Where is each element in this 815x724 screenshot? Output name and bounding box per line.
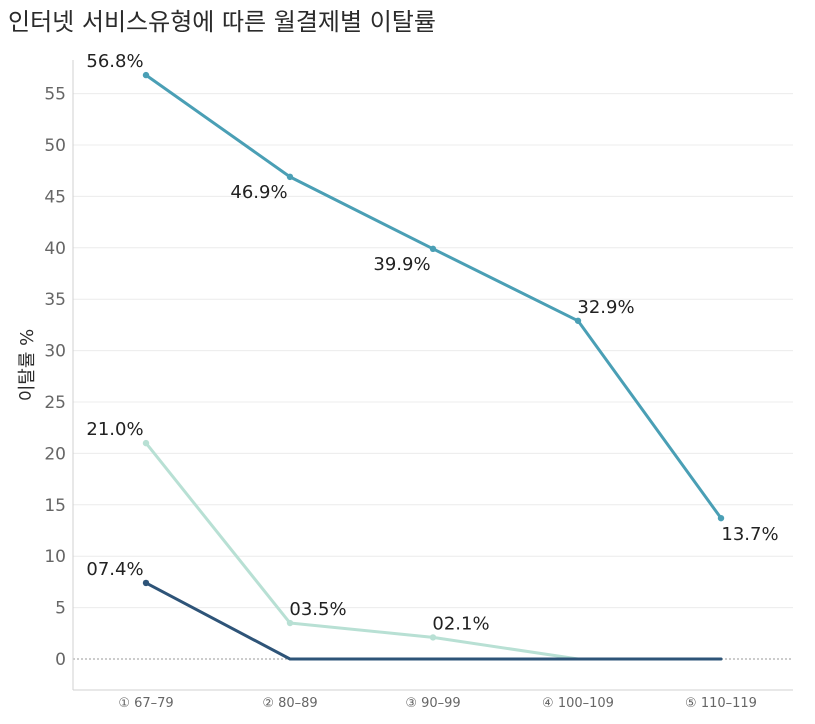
y-tick-label: 45 (44, 187, 66, 207)
data-label: 13.7% (721, 524, 778, 545)
data-point (429, 245, 437, 253)
series-line-3 (144, 581, 723, 661)
data-point (286, 619, 294, 627)
data-label: 56.8% (86, 51, 143, 72)
data-label: 46.9% (230, 182, 287, 203)
y-tick-label: 5 (55, 599, 66, 619)
data-label: 39.9% (373, 254, 430, 275)
y-axis-label: 이탈률 % (17, 329, 38, 402)
y-tick-label: 35 (44, 290, 66, 310)
x-tick-label: ① 67–79 (118, 696, 173, 711)
x-tick-label: ③ 90–99 (405, 696, 460, 711)
data-point (429, 634, 437, 641)
y-tick-label: 20 (44, 444, 66, 464)
y-tick-label: 10 (44, 547, 66, 567)
data-point (574, 317, 582, 324)
x-tick-label: ④ 100–109 (542, 696, 614, 711)
chart-title: 인터넷 서비스유형에 따른 월결제별 이탈률 (8, 8, 436, 36)
y-tick-label: 0 (55, 650, 66, 670)
y-tick-label: 30 (44, 342, 66, 362)
data-point (286, 173, 294, 181)
y-tick-label: 25 (44, 393, 66, 413)
data-label: 21.0% (86, 419, 143, 440)
y-tick-label: 50 (44, 136, 66, 156)
data-label: 02.1% (432, 613, 489, 634)
data-point (717, 514, 725, 522)
y-tick-label: 40 (44, 239, 66, 259)
x-tick-label: ⑤ 110–119 (685, 696, 757, 711)
data-label: 07.4% (86, 559, 143, 580)
data-point (142, 439, 150, 447)
data-label: 32.9% (577, 297, 634, 318)
y-tick-label: 15 (44, 496, 66, 516)
data-point (142, 579, 150, 587)
y-tick-label: 55 (44, 85, 66, 105)
data-point (142, 71, 150, 79)
data-label: 03.5% (289, 599, 346, 620)
x-tick-label: ② 80–89 (262, 696, 317, 711)
series-line-1 (144, 73, 723, 520)
